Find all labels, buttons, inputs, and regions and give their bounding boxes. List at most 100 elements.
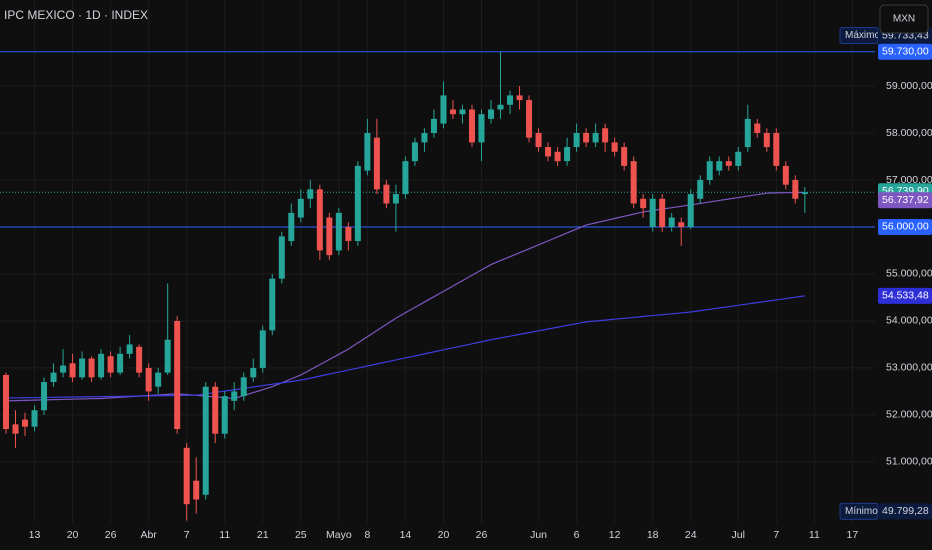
candle-body <box>335 212 342 251</box>
x-tick-label: Jul <box>732 529 745 541</box>
x-tick-label: 7 <box>184 529 190 541</box>
y-tick-label: 59.000,00 <box>886 80 932 92</box>
candle-body <box>250 367 257 378</box>
candle-body <box>535 132 542 148</box>
candle-body <box>621 147 628 166</box>
y-tick-label: 52.000,00 <box>886 409 932 421</box>
candle-body <box>735 151 742 166</box>
candle-body <box>678 222 685 227</box>
chart-title: IPC MEXICO · 1D · INDEX <box>4 8 148 22</box>
price-label: 54.533,48 <box>882 290 929 302</box>
candle-body <box>659 198 666 227</box>
x-tick-label: 18 <box>647 529 659 541</box>
candle-body <box>145 367 152 392</box>
candle-body <box>583 132 590 143</box>
candle-body <box>792 179 799 199</box>
candle-body <box>288 212 295 242</box>
hline-label: 59.730,00 <box>882 45 929 57</box>
candle-body <box>79 358 86 378</box>
candle-body <box>307 189 314 199</box>
currency-button[interactable]: MXN <box>879 4 929 34</box>
x-tick-label: 14 <box>400 529 412 541</box>
x-tick-label: 26 <box>476 529 488 541</box>
y-tick-label: 55.000,00 <box>886 268 932 280</box>
x-tick-label: 7 <box>773 529 779 541</box>
candle-body <box>592 132 599 143</box>
candle-body <box>421 132 428 143</box>
candle-body <box>69 363 76 378</box>
hline-label-box <box>878 43 932 60</box>
candle-body <box>231 391 238 401</box>
candle-body <box>649 198 656 227</box>
candle-body <box>107 356 114 373</box>
candle-body <box>12 424 19 434</box>
y-tick-label: 54.000,00 <box>886 315 932 327</box>
candle-body <box>212 386 219 434</box>
candle-body <box>430 118 437 133</box>
candle-body <box>602 128 609 143</box>
x-tick-label: 8 <box>364 529 370 541</box>
x-tick-label: 24 <box>685 529 697 541</box>
x-tick-label: Mayo <box>326 529 352 541</box>
candle-body <box>174 320 181 430</box>
extreme-name: Máximo <box>845 30 880 41</box>
candle-body <box>41 382 48 411</box>
candle-body <box>316 189 323 251</box>
candle-body <box>640 198 647 209</box>
extreme-name: Mínimo <box>845 506 878 517</box>
price-label: 56.737,92 <box>882 194 929 206</box>
candle-body <box>478 114 485 143</box>
x-tick-label: 11 <box>219 529 230 541</box>
extreme-value-box <box>878 503 932 520</box>
extreme-value: 49.799,28 <box>882 505 929 517</box>
candle-body <box>364 132 371 171</box>
candle-body <box>440 95 447 124</box>
button-frame[interactable] <box>879 4 929 34</box>
price-label-box <box>878 192 932 209</box>
candle-body <box>763 132 770 148</box>
candle-body <box>459 109 466 115</box>
candle-body <box>411 142 418 162</box>
x-tick-label: Jun <box>530 529 547 541</box>
x-tick-label: Abr <box>140 529 157 541</box>
candle-body <box>801 192 808 195</box>
candle-body <box>326 217 333 256</box>
candle-body <box>22 419 29 427</box>
candle-body <box>31 410 38 427</box>
candle-body <box>782 165 789 185</box>
x-tick-label: 11 <box>809 529 820 541</box>
x-tick-label: 21 <box>257 529 269 541</box>
candle-body <box>373 137 380 190</box>
candle-body <box>402 161 409 195</box>
candle-body <box>564 147 571 162</box>
price-axis: 51.000,00 52.000,00 53.000,00 54.000,00 55.0… <box>29 27 932 541</box>
candle-body <box>573 132 580 148</box>
candle-body <box>126 344 133 354</box>
candle-body <box>117 353 124 373</box>
candle-body <box>240 377 247 397</box>
candle-body <box>516 95 523 101</box>
candle-body <box>468 109 475 143</box>
candle-body <box>744 118 751 148</box>
candle-body <box>202 386 209 495</box>
candle-body <box>687 194 694 227</box>
candle-body <box>383 184 390 204</box>
y-tick-label: 57.000,00 <box>886 174 932 186</box>
button-label[interactable]: MXN <box>893 14 915 25</box>
candle-body <box>164 339 171 373</box>
candle-body <box>345 226 352 242</box>
candle-body <box>259 330 266 368</box>
plot-area <box>0 51 875 521</box>
candle-body <box>60 365 67 373</box>
candle-body <box>725 161 732 166</box>
price-label-box <box>878 287 932 304</box>
candle-body <box>88 358 95 378</box>
candle-body <box>155 372 162 387</box>
candle-body <box>449 109 456 115</box>
x-tick-label: 25 <box>295 529 307 541</box>
x-tick-label: 26 <box>105 529 117 541</box>
candle-body <box>354 165 361 242</box>
